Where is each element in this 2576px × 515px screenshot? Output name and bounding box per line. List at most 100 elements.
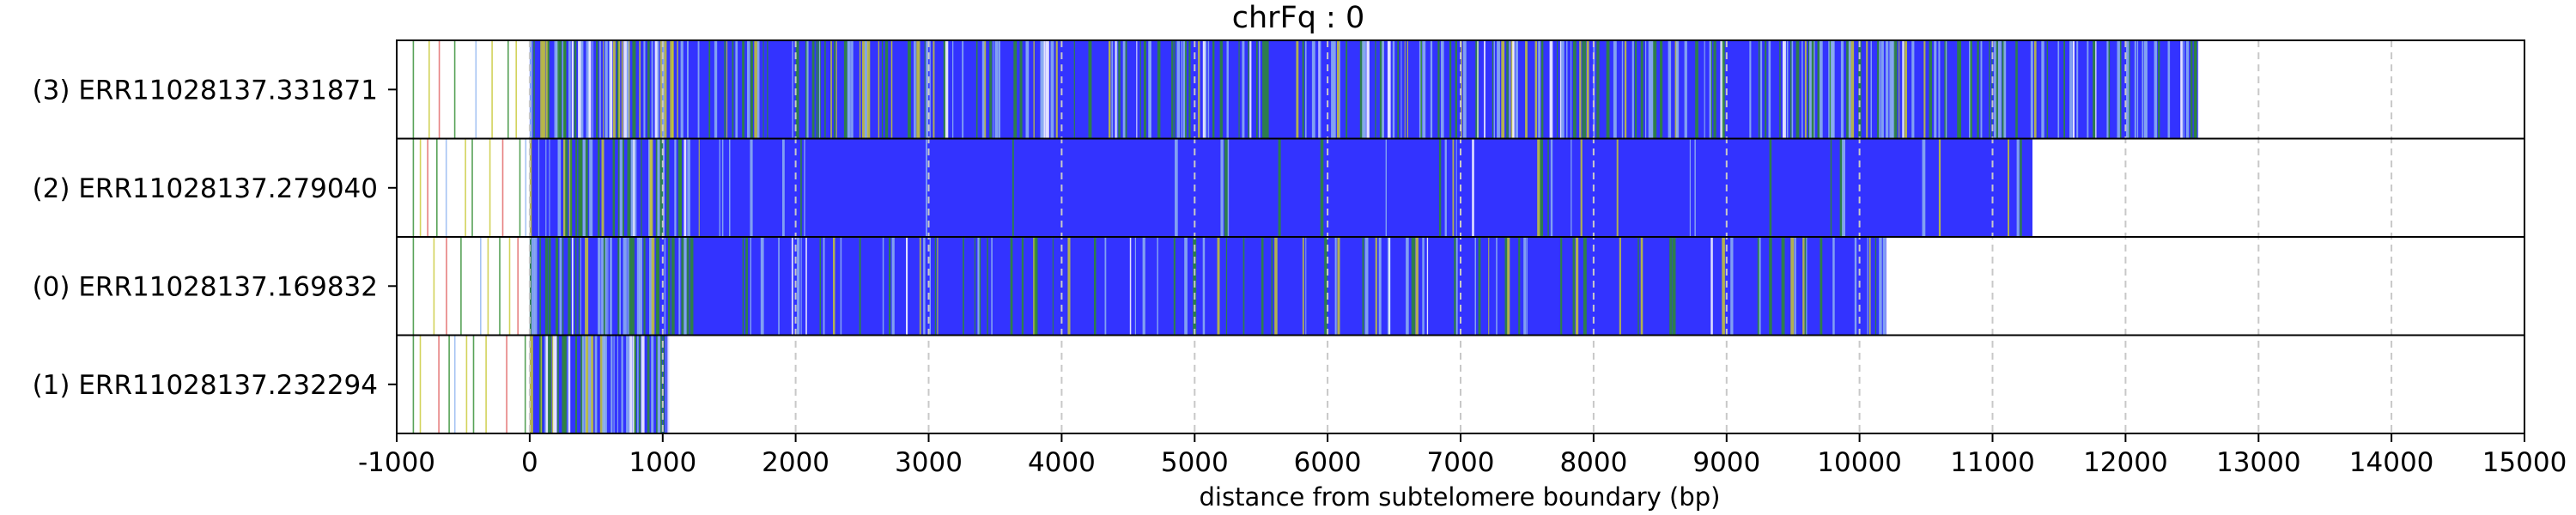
variant-stripe xyxy=(562,237,564,336)
variant-stripe xyxy=(1804,237,1807,336)
variant-stripe xyxy=(548,237,551,336)
variant-stripe xyxy=(811,40,815,139)
variant-stripe xyxy=(2015,40,2018,139)
variant-stripe xyxy=(1484,40,1485,139)
x-tick-label: 14000 xyxy=(2349,447,2434,478)
variant-stripe xyxy=(1560,237,1563,336)
variant-stripe xyxy=(1689,138,1691,237)
variant-stripe xyxy=(984,40,987,139)
variant-stripe xyxy=(560,40,562,139)
variant-stripe xyxy=(1540,138,1544,237)
variant-stripe xyxy=(1052,237,1054,336)
variant-stripe xyxy=(1804,40,1807,139)
variant-stripe xyxy=(2143,40,2147,139)
variant-stripe xyxy=(1437,40,1440,139)
track-labels: (3) ERR11028137.331871 (2) ERR11028137.27… xyxy=(33,75,397,401)
variant-stripe xyxy=(531,237,535,336)
variant-stripe xyxy=(626,40,630,139)
variant-stripe xyxy=(651,335,654,433)
variant-stripe xyxy=(559,237,562,336)
variant-stripe xyxy=(662,335,665,433)
variant-stripe xyxy=(1118,40,1121,139)
variant-stripe xyxy=(1559,40,1562,139)
variant-stripe xyxy=(1362,237,1364,336)
variant-stripe xyxy=(1769,138,1772,237)
variant-stripe xyxy=(657,138,660,237)
variant-stripe xyxy=(612,40,616,139)
variant-stripe xyxy=(1694,138,1696,237)
variant-stripe xyxy=(1506,40,1509,139)
variant-stripe xyxy=(639,335,641,433)
variant-stripe xyxy=(562,40,564,139)
variant-stripe xyxy=(963,237,964,336)
variant-stripe xyxy=(619,138,623,237)
variant-stripe xyxy=(621,335,623,433)
variant-stripe xyxy=(626,335,629,433)
variant-stripe xyxy=(1334,237,1337,336)
variant-stripe xyxy=(545,237,549,336)
variant-stripe xyxy=(2057,40,2060,139)
variant-stripe xyxy=(1021,237,1024,336)
variant-stripe xyxy=(747,40,750,139)
variant-stripe xyxy=(830,40,832,139)
variant-stripe xyxy=(626,237,628,336)
variant-stripe xyxy=(1929,40,1932,139)
variant-stripe xyxy=(678,237,681,336)
variant-stripe xyxy=(1879,40,1880,139)
variant-stripe xyxy=(1202,40,1206,139)
variant-stripe xyxy=(574,335,577,433)
variant-stripe xyxy=(533,40,535,139)
variant-stripe xyxy=(1557,40,1558,139)
variant-stripe xyxy=(1388,237,1390,336)
variant-stripe xyxy=(1922,138,1926,237)
variant-stripe xyxy=(544,335,547,433)
track-label: (1) ERR11028137.232294 xyxy=(33,370,378,401)
variant-stripe xyxy=(1337,237,1340,336)
variant-stripe xyxy=(1144,237,1145,336)
variant-stripe xyxy=(611,335,613,433)
variant-stripe xyxy=(1877,40,1880,139)
variant-stripe xyxy=(1515,40,1518,139)
variant-stripe xyxy=(1619,237,1621,336)
variant-stripe xyxy=(926,138,927,237)
variant-stripe xyxy=(637,335,639,433)
variant-stripe xyxy=(540,335,542,433)
variant-stripe xyxy=(1337,40,1340,139)
variant-stripe xyxy=(977,237,981,336)
variant-stripe xyxy=(1422,40,1426,139)
variant-stripe xyxy=(994,40,999,139)
variant-stripe xyxy=(924,40,926,139)
variant-stripe xyxy=(1650,40,1654,139)
variant-stripe xyxy=(1512,40,1515,139)
variant-stripe xyxy=(991,237,993,336)
pre-boundary-stripe xyxy=(480,237,482,336)
variant-stripe xyxy=(1493,40,1495,139)
variant-stripe xyxy=(1242,40,1245,139)
x-tick-label: 0 xyxy=(521,447,538,478)
variant-stripe xyxy=(1175,138,1178,237)
variant-stripe xyxy=(2046,40,2048,139)
variant-stripe xyxy=(539,237,541,336)
variant-stripe xyxy=(1185,40,1187,139)
variant-stripe xyxy=(1333,40,1336,139)
variant-stripe xyxy=(1757,237,1760,336)
variant-stripe xyxy=(906,237,908,336)
variant-stripe xyxy=(634,335,637,433)
variant-stripe xyxy=(866,40,871,139)
variant-stripe xyxy=(2146,40,2148,139)
variant-stripe xyxy=(1811,40,1815,139)
variant-stripe xyxy=(1375,237,1377,336)
variant-stripe xyxy=(632,40,635,139)
variant-stripe xyxy=(1768,40,1771,139)
variant-stripe xyxy=(1226,40,1229,139)
variant-stripe xyxy=(697,40,700,139)
variant-stripe xyxy=(1379,40,1383,139)
variant-stripe xyxy=(1319,40,1321,139)
variant-stripe xyxy=(592,40,593,139)
variant-stripe xyxy=(556,237,559,336)
variant-stripe xyxy=(1989,40,1990,139)
variant-stripe xyxy=(1010,237,1013,336)
pre-boundary-stripe xyxy=(471,138,473,237)
variant-stripe xyxy=(1378,237,1382,336)
variant-stripe xyxy=(1541,40,1544,139)
